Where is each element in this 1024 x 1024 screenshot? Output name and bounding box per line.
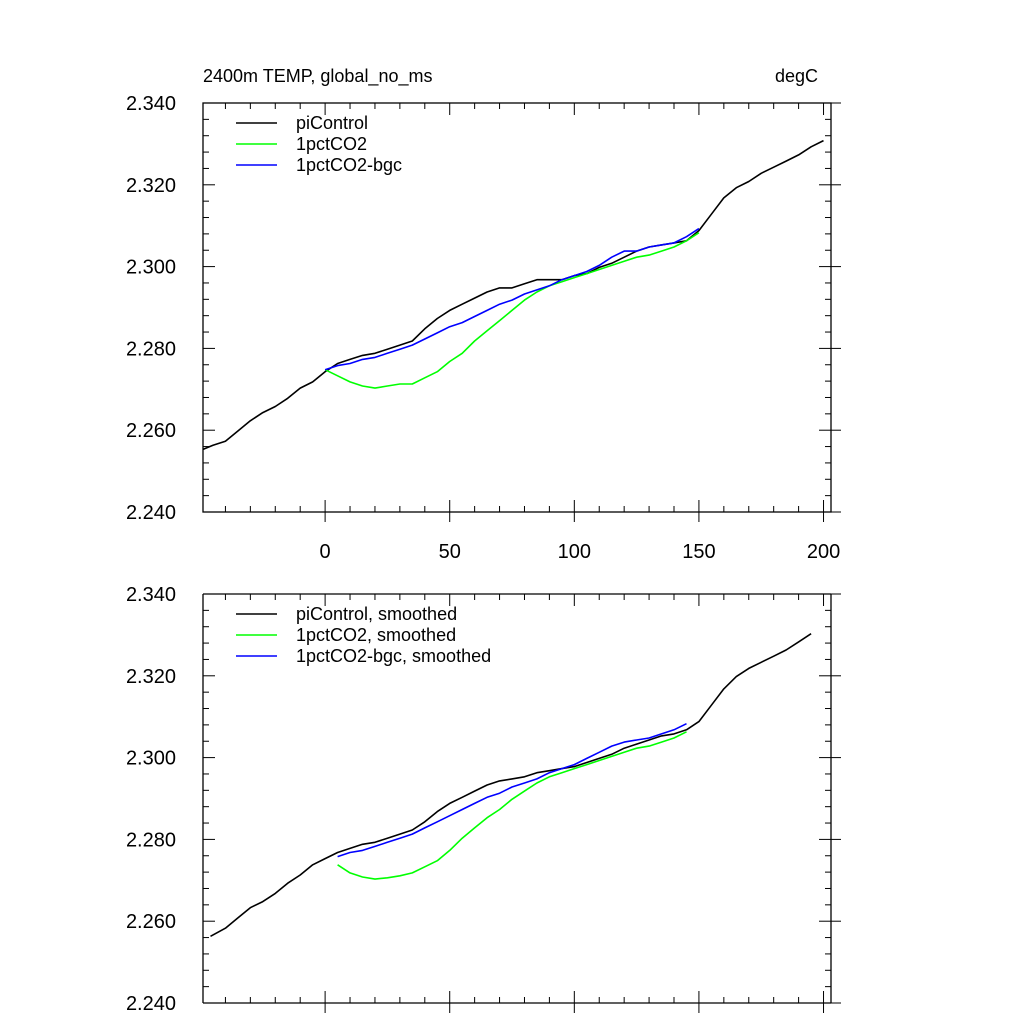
bottom-y-tick-label: 2.240 [126,993,176,1015]
top-x-tick-label: 200 [807,541,840,563]
bottom-y-tick-label: 2.260 [126,911,176,933]
top-legend-label: piControl [296,113,368,133]
top-series-group [202,139,824,451]
top-chart-title: 2400m TEMP, global_no_ms [203,66,432,87]
top-y-tick-label: 2.300 [126,257,176,279]
top-plot-frame [202,102,832,513]
bottom-legend-label: 1pctCO2-bgc, smoothed [296,646,491,666]
bottom-y-ticks: 2.240 2.260 2.280 2.300 2.320 2.340 [126,584,841,1015]
top-x-tick-label: 100 [558,541,591,563]
top-series-line-2 [324,232,700,389]
bottom-legend-label: 1pctCO2, smoothed [296,625,456,645]
bottom-series-line-3 [337,722,687,858]
bottom-series-line-2 [337,731,687,880]
top-y-tick-label: 2.340 [126,93,176,115]
bottom-y-tick-label: 2.320 [126,666,176,688]
top-x-ticks: 0 50 100 150 200 [224,103,840,563]
bottom-legend-label: piControl, smoothed [296,604,457,624]
top-legend-label: 1pctCO2-bgc [296,155,402,175]
top-x-tick-label: 0 [320,541,331,563]
bottom-y-tick-label: 2.280 [126,829,176,851]
top-y-tick-label: 2.320 [126,175,176,197]
top-x-tick-label: 50 [439,541,461,563]
bottom-x-ticks [224,594,825,1013]
top-series-line-1 [202,139,824,451]
top-y-tick-label: 2.280 [126,338,176,360]
top-legend-label: 1pctCO2 [296,134,367,154]
top-panel: 2400m TEMP, global_no_ms degC 0 50 100 150 2… [126,66,841,563]
top-series-line-3 [324,227,700,371]
top-x-tick-label: 150 [682,541,715,563]
top-chart-units: degC [775,66,818,86]
bottom-y-tick-label: 2.300 [126,748,176,770]
bottom-panel: 2.240 2.260 2.280 2.300 2.320 2.340 piControl… [126,584,841,1015]
top-y-tick-label: 2.260 [126,420,176,442]
top-y-ticks: 2.240 2.260 2.280 2.300 2.320 2.340 [126,93,841,524]
bottom-y-tick-label: 2.340 [126,584,176,606]
bottom-series-group [210,633,812,938]
top-y-tick-label: 2.240 [126,502,176,524]
bottom-series-line-1 [210,633,812,938]
